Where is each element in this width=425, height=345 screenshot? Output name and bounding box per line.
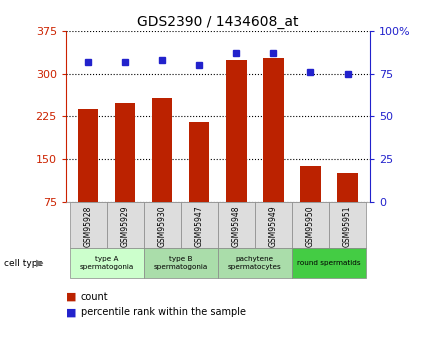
Text: cell type: cell type [4,258,43,268]
Text: ■: ■ [66,292,76,302]
Text: pachytene
spermatocytes: pachytene spermatocytes [228,256,282,270]
Bar [263,58,283,202]
Text: GSM95930: GSM95930 [158,206,167,247]
Text: GSM95951: GSM95951 [343,206,352,247]
Bar [78,109,98,202]
Text: GSM95949: GSM95949 [269,206,278,247]
Bar [226,60,246,202]
Text: count: count [81,292,108,302]
Text: GSM95948: GSM95948 [232,206,241,247]
Bar [152,98,173,202]
Text: GSM95928: GSM95928 [84,206,93,247]
Bar [189,122,210,202]
Bar [115,104,135,202]
Text: type B
spermatogonia: type B spermatogonia [153,256,208,270]
Text: percentile rank within the sample: percentile rank within the sample [81,307,246,317]
Bar [337,173,358,202]
Text: type A
spermatogonia: type A spermatogonia [79,256,134,270]
Text: round spermatids: round spermatids [297,260,361,266]
Text: ▶: ▶ [36,258,44,268]
Text: GSM95950: GSM95950 [306,206,315,247]
Text: GSM95929: GSM95929 [121,206,130,247]
Text: GSM95947: GSM95947 [195,206,204,247]
Text: ■: ■ [66,307,76,317]
Title: GDS2390 / 1434608_at: GDS2390 / 1434608_at [137,14,298,29]
Bar [300,166,320,202]
